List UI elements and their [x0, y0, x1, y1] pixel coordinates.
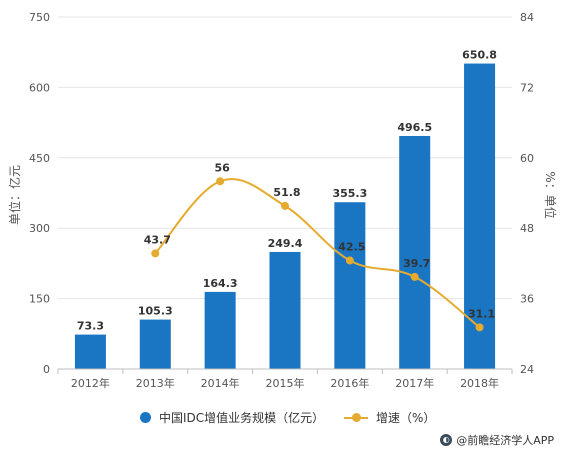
y-right-tick-label: 72	[520, 81, 534, 94]
line-data-label: 42.5	[338, 240, 365, 253]
line-point	[410, 272, 419, 281]
x-tick-label: 2013年	[136, 376, 175, 390]
growth-line	[154, 178, 481, 329]
x-tick-label: 2015年	[266, 376, 305, 390]
gridlines	[58, 16, 512, 300]
line-point	[281, 201, 289, 210]
y-left-tick-label: 0	[43, 363, 50, 376]
right-axis-ticks: 24 36 48 60 72 84	[520, 11, 534, 376]
y-left-tick-label: 750	[29, 11, 50, 24]
legend-item-bar[interactable]: 中国IDC增值业务规模（亿元）	[140, 409, 324, 426]
y-right-axis-title: %：单位	[543, 171, 558, 218]
y-right-tick-label: 48	[520, 222, 534, 235]
x-tick-label: 2016年	[330, 376, 369, 390]
bar-data-label: 650.8	[462, 49, 497, 62]
source-credit: ◐ @前瞻经济学人APP	[440, 432, 554, 448]
bar	[204, 291, 236, 369]
bar-data-label: 496.5	[397, 121, 432, 134]
y-left-axis-title: 单位：亿元	[7, 165, 22, 225]
legend-bar-marker-icon	[140, 412, 151, 423]
y-left-tick-label: 150	[29, 293, 50, 306]
y-right-tick-label: 84	[520, 11, 534, 24]
x-tick-label: 2018年	[460, 376, 499, 390]
brand-logo-icon: ◐	[440, 434, 453, 446]
y-right-tick-label: 36	[520, 293, 534, 306]
combo-chart: 0 150 300 450 600 750 24 36 48 60 72 84 2012年 2013年…	[7, 11, 558, 390]
bar	[139, 319, 171, 369]
x-tick-label: 2017年	[395, 376, 434, 390]
line-data-label: 56	[214, 161, 230, 174]
legend-bar-label: 中国IDC增值业务规模（亿元）	[159, 411, 325, 425]
line-series	[151, 177, 484, 332]
bar-data-labels: 73.3 105.3 164.3 249.4 355.3 496.5 650.8	[77, 49, 497, 333]
y-left-tick-label: 300	[29, 222, 50, 235]
y-right-tick-label: 24	[520, 363, 534, 376]
legend-item-line[interactable]: 增速（%）	[344, 409, 435, 426]
line-data-label: 39.7	[403, 257, 430, 270]
bar-data-label: 164.3	[203, 277, 238, 290]
line-point	[475, 323, 484, 332]
line-data-label: 31.1	[468, 307, 495, 320]
legend: 中国IDC增值业务规模（亿元） 增速（%）	[0, 409, 562, 427]
x-tick-label: 2012年	[71, 376, 110, 390]
line-data-labels: 43.7 56 51.8 42.5 39.7 31.1	[144, 161, 495, 320]
bar-data-label: 73.3	[77, 320, 104, 333]
bar	[464, 63, 496, 370]
y-left-tick-label: 600	[29, 81, 50, 94]
x-tick-label: 2014年	[201, 376, 240, 390]
legend-line-marker-icon	[344, 412, 368, 423]
bar	[334, 202, 366, 369]
line-point	[216, 177, 225, 186]
bar-data-label: 249.4	[268, 237, 303, 250]
bar-data-label: 105.3	[138, 305, 173, 318]
bar	[74, 334, 106, 369]
legend-line-label: 增速（%）	[376, 411, 436, 425]
left-axis-ticks: 0 150 300 450 600 750	[29, 11, 50, 376]
y-right-tick-label: 60	[520, 152, 534, 165]
source-text: @前瞻经济学人APP	[456, 434, 554, 447]
bar-series	[74, 63, 496, 370]
line-point	[151, 249, 160, 258]
bar-data-label: 355.3	[332, 187, 367, 200]
x-axis: 2012年 2013年 2014年 2015年 2016年 2017年 2018年	[57, 368, 513, 390]
bar	[399, 135, 431, 369]
line-point	[345, 256, 354, 265]
line-data-label: 51.8	[273, 186, 300, 199]
bar	[269, 251, 301, 369]
y-left-tick-label: 450	[29, 152, 50, 165]
line-data-label: 43.7	[144, 233, 171, 246]
